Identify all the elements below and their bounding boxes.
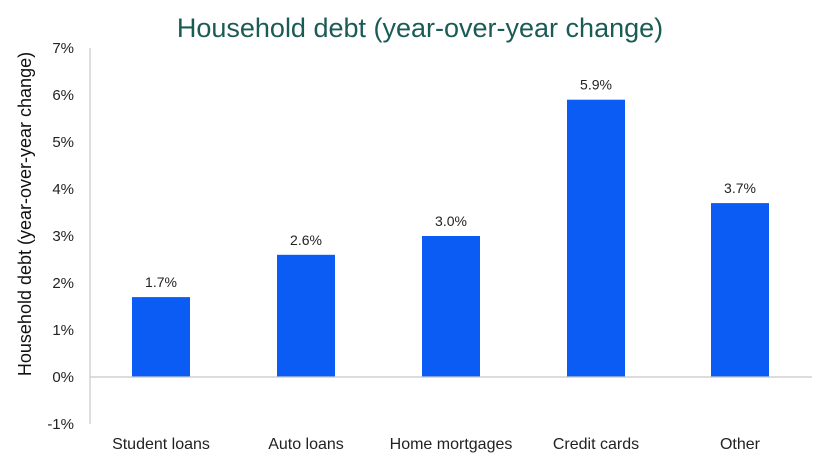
bar bbox=[132, 297, 190, 377]
x-axis: Student loans Auto loans Home mortgages Cre… bbox=[90, 376, 812, 453]
bar bbox=[422, 236, 480, 377]
y-tick-label: 6% bbox=[52, 87, 74, 104]
y-tick-label: 1% bbox=[52, 322, 74, 339]
data-label: 3.7% bbox=[724, 180, 756, 196]
bar bbox=[277, 254, 335, 377]
y-tick-label: 2% bbox=[52, 275, 74, 292]
y-tick-label: -1% bbox=[47, 416, 74, 433]
x-tick-label: Other bbox=[720, 436, 761, 453]
y-tick-label: 7% bbox=[52, 40, 74, 57]
y-axis-label: Household debt (year-over-year change) bbox=[15, 52, 35, 376]
bar bbox=[567, 99, 625, 377]
y-tick-label: 5% bbox=[52, 134, 74, 151]
bar bbox=[711, 203, 769, 377]
y-tick-label: 4% bbox=[52, 181, 74, 198]
x-tick-label: Credit cards bbox=[553, 436, 639, 453]
y-axis: -1% 0% 1% 2% 3% 4% 5% 6% 7% bbox=[47, 40, 91, 433]
data-label: 3.0% bbox=[435, 213, 467, 229]
bars: 1.7% 2.6% 3.0% 5.9% 3.7% bbox=[132, 77, 769, 377]
chart-title: Household debt (year-over-year change) bbox=[177, 13, 663, 43]
y-tick-label: 3% bbox=[52, 228, 74, 245]
x-tick-label: Student loans bbox=[112, 436, 210, 453]
data-label: 5.9% bbox=[580, 77, 612, 93]
x-tick-label: Home mortgages bbox=[390, 436, 513, 453]
data-label: 1.7% bbox=[145, 274, 177, 290]
y-tick-label: 0% bbox=[52, 369, 74, 386]
data-label: 2.6% bbox=[290, 232, 322, 248]
x-tick-label: Auto loans bbox=[268, 436, 344, 453]
